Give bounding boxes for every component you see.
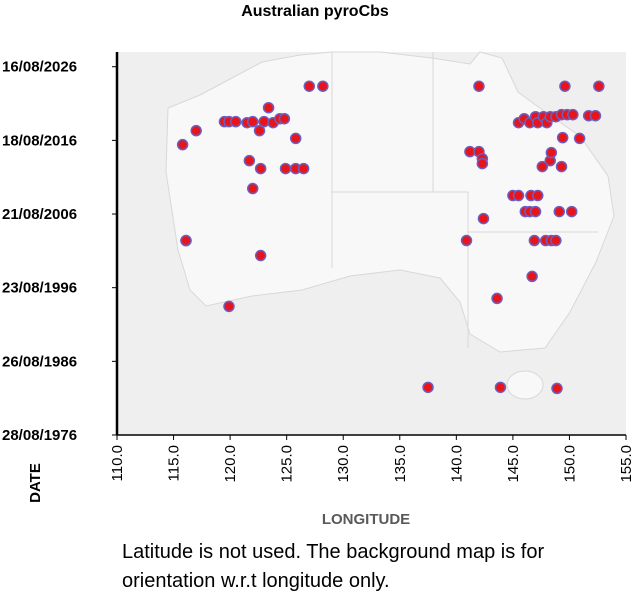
point (494, 381, 507, 394)
point (176, 138, 189, 151)
point (180, 234, 192, 247)
point (550, 234, 562, 247)
point (536, 160, 549, 173)
point (190, 124, 202, 137)
x-tick-label: 155.0 (618, 445, 635, 483)
point (223, 300, 235, 313)
point (556, 131, 569, 144)
point (422, 381, 434, 394)
y-tick-label: 16/08/2026 (2, 59, 77, 76)
point (243, 154, 256, 167)
x-tick-label: 115.0 (166, 445, 183, 481)
x-tick-label: 135.0 (392, 445, 409, 483)
point (491, 292, 503, 305)
point (476, 157, 489, 170)
point (559, 80, 571, 92)
point (551, 382, 563, 395)
background-map (165, 51, 615, 400)
point (573, 132, 586, 145)
point (473, 80, 485, 92)
x-tick-label: 145.0 (505, 445, 522, 483)
point (278, 112, 291, 125)
point (593, 80, 605, 92)
point (589, 109, 602, 122)
y-tick-label: 28/08/1976 (2, 427, 77, 444)
point (528, 234, 541, 247)
point (555, 160, 568, 173)
y-tick-label: 21/08/2006 (2, 206, 77, 223)
point (477, 212, 490, 225)
point (545, 146, 558, 159)
x-tick-label: 140.0 (448, 445, 465, 483)
point (279, 162, 292, 175)
point (246, 115, 259, 128)
chart: Australian pyroCbs LONGITUDE DATE 28/08/… (2, 3, 635, 528)
point (246, 182, 259, 195)
point (254, 162, 267, 175)
point (553, 205, 566, 218)
point (512, 189, 525, 202)
y-tick-label: 23/08/1996 (2, 280, 77, 297)
x-tick-label: 150.0 (561, 445, 578, 483)
x-tick-label: 125.0 (279, 445, 296, 483)
point (262, 101, 275, 114)
point (289, 132, 302, 145)
y-tick-label: 18/08/2016 (2, 132, 77, 149)
point (460, 234, 473, 247)
x-tick-label: 130.0 (335, 445, 352, 483)
y-axis-title: DATE (27, 463, 44, 503)
note: Latitude is not used. The background map… (122, 541, 545, 592)
point (567, 108, 579, 121)
x-tick-label: 120.0 (222, 445, 239, 483)
point (526, 270, 538, 283)
point (254, 249, 267, 262)
point (297, 162, 310, 175)
x-tick-label: 110.0 (109, 445, 126, 481)
point (253, 124, 266, 137)
chart-title: Australian pyroCbs (241, 3, 389, 20)
point (317, 80, 329, 92)
point (529, 205, 542, 218)
point (532, 189, 544, 202)
y-tick-label: 26/08/1986 (2, 353, 77, 370)
x-axis-title: LONGITUDE (322, 511, 410, 528)
point (303, 80, 316, 92)
point (230, 115, 242, 128)
point (565, 205, 578, 218)
